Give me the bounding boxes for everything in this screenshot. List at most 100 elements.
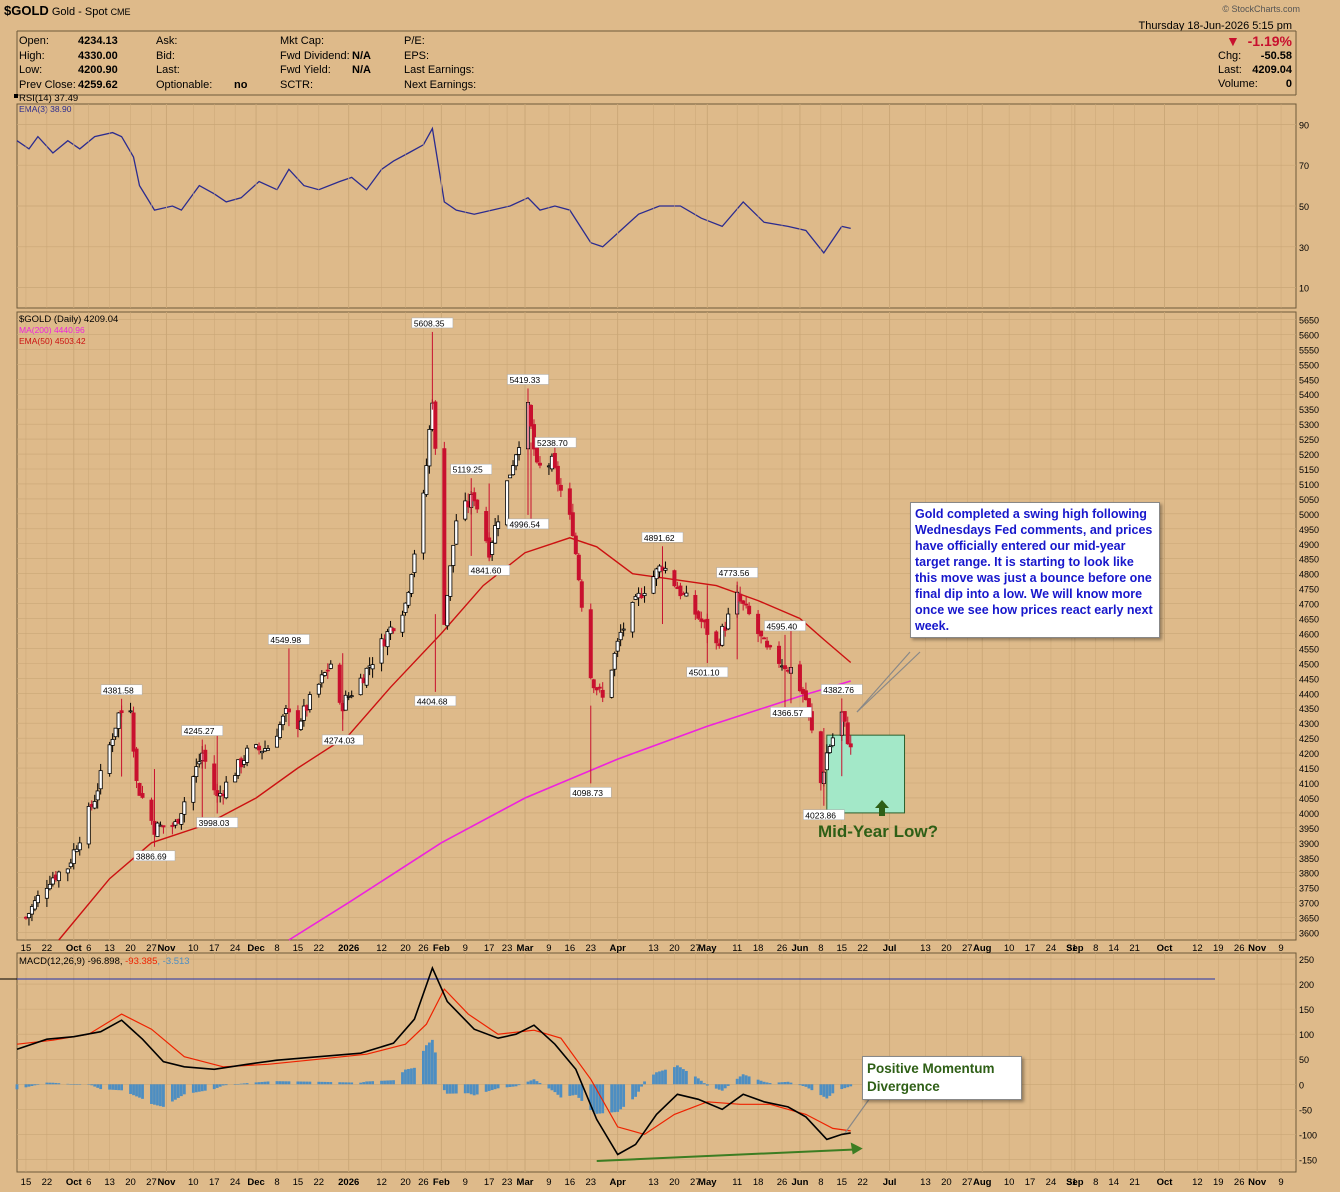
macd-histogram-bar: [90, 1084, 94, 1086]
macd-histogram-bar: [129, 1084, 132, 1094]
quote2-label: Ask:: [156, 35, 178, 47]
candle-body: [322, 672, 327, 676]
price-tick-label: 3950: [1299, 824, 1319, 834]
macd-histogram-bar: [305, 1081, 309, 1085]
candle-body: [768, 645, 773, 648]
price-annotation-label: 3998.03: [199, 818, 230, 828]
candle-body: [307, 694, 312, 710]
macd-tick-label: 50: [1299, 1055, 1309, 1065]
price-tick-label: 5550: [1299, 345, 1319, 355]
macd-histogram-bar: [401, 1072, 404, 1085]
macd-legend-title: MACD(12,26,9): [19, 956, 88, 967]
candle-body: [630, 601, 635, 633]
macd-histogram-bar: [825, 1084, 829, 1099]
candle-body: [427, 428, 432, 467]
ema50-line: [58, 537, 852, 941]
price-tick-label: 4250: [1299, 734, 1319, 744]
candle-body: [364, 667, 369, 686]
macd-histogram-bar: [493, 1084, 497, 1090]
macd-histogram-bar: [514, 1084, 518, 1087]
candle-body: [128, 710, 133, 713]
candle-body: [830, 737, 835, 747]
x-axis-label-bottom: Feb: [433, 1177, 450, 1188]
candle-body: [409, 574, 414, 594]
x-axis-label-top: 20: [669, 943, 680, 954]
macd-histogram-bar: [496, 1084, 500, 1089]
price-tick-label: 4650: [1299, 615, 1319, 625]
macd-histogram-bar: [117, 1084, 121, 1091]
macd-histogram-bar: [673, 1067, 676, 1085]
candle-body: [496, 521, 501, 529]
macd-histogram-bar: [511, 1084, 515, 1087]
macd-histogram-bar: [801, 1084, 805, 1086]
macd-histogram-bar: [714, 1084, 718, 1089]
candle-body: [684, 592, 689, 597]
price-tick-label: 4600: [1299, 629, 1319, 639]
x-axis-label-top: 17: [1025, 943, 1036, 954]
candle-body: [406, 591, 411, 606]
macd-histogram-bar: [798, 1084, 802, 1086]
fund-label: Fwd Dividend:: [280, 49, 350, 62]
quote2-label: Optionable:: [156, 78, 213, 91]
candle-body: [149, 799, 154, 821]
candle-body: [140, 793, 145, 798]
x-axis-label-top: 24: [1046, 943, 1057, 954]
price-annotation-box: [450, 463, 493, 475]
macd-line: [16, 965, 851, 1156]
x-axis-label-bottom: 27: [690, 1177, 701, 1188]
price-annotation-box: [268, 634, 310, 645]
chg-value: -50.58: [1260, 50, 1292, 62]
macd-histogram-bar: [430, 1039, 434, 1085]
macd-histogram-bar: [299, 1081, 303, 1085]
price-tick-label: 4100: [1299, 779, 1319, 789]
divergence-arrow-head-icon: [850, 1142, 863, 1155]
candle-body: [597, 686, 602, 689]
candle-body: [472, 492, 477, 502]
candle-body: [848, 743, 853, 748]
macd-histogram-bar: [448, 1084, 452, 1094]
macd-histogram-bar: [433, 1052, 437, 1085]
candle-body: [74, 848, 79, 852]
macd-histogram-bar: [780, 1082, 784, 1085]
candle-body: [451, 544, 456, 566]
x-axis-label-top: 8: [274, 943, 279, 954]
x-axis-label-top: 24: [230, 943, 241, 954]
candle-body: [92, 801, 97, 809]
candle-body: [475, 499, 480, 510]
macd-tick-label: 150: [1299, 1005, 1314, 1015]
macd-histogram-bar: [173, 1084, 177, 1100]
quote-label: Open:: [19, 35, 49, 47]
macd-histogram-bar: [547, 1084, 551, 1089]
note-pointer: [856, 651, 911, 713]
candle-body: [463, 500, 468, 520]
x-axis-label-top: 26: [1234, 943, 1245, 954]
price-annotation-label: 5238.70: [537, 438, 568, 448]
x-axis-label-top: Nov: [157, 943, 176, 954]
price-annotation-box: [820, 684, 863, 695]
candle-body: [777, 645, 782, 664]
candle-body: [233, 775, 238, 783]
price-tick-label: 5050: [1299, 495, 1319, 505]
candle-body: [257, 745, 262, 751]
x-axis-label-bottom: 8: [1093, 1177, 1098, 1188]
macd-histogram-bar: [442, 1084, 446, 1091]
candle-body: [639, 594, 644, 599]
macd-histogram-bar: [194, 1084, 198, 1093]
x-axis-label-top: 9: [546, 943, 551, 954]
candle-body: [797, 664, 802, 692]
x-axis-label-bottom: 12: [376, 1177, 387, 1188]
price-tick-label: 4300: [1299, 719, 1319, 729]
macd-histogram-bar: [466, 1084, 470, 1094]
x-axis-label-bottom: 22: [314, 1177, 325, 1188]
macd-legend: MACD(12,26,9) -96.898, -93.385, -3.513: [19, 956, 190, 967]
x-axis-label-bottom: 17: [1025, 1177, 1036, 1188]
candle-body: [591, 679, 596, 689]
x-axis-label-top: 27: [146, 943, 157, 954]
x-axis-label-bottom: 15: [293, 1177, 304, 1188]
up-arrow-icon: [875, 800, 889, 816]
macd-histogram-bar: [344, 1082, 348, 1085]
x-axis-label-bottom: 27: [962, 1177, 973, 1188]
mid-year-low-label: Mid-Year Low?: [818, 822, 938, 841]
macd-histogram-bar: [807, 1084, 811, 1089]
macd-histogram-bar: [538, 1082, 542, 1085]
